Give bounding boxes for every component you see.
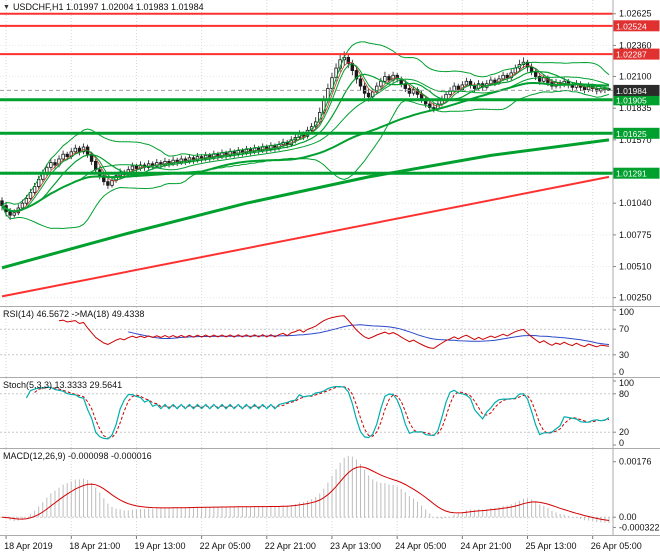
moving-averages	[1, 41, 610, 230]
svg-text:1.02625: 1.02625	[619, 9, 652, 19]
price-axis[interactable]: 1.026251.023601.021001.018351.015701.013…	[612, 0, 660, 306]
svg-text:1.00775: 1.00775	[619, 230, 652, 240]
svg-text:23 Apr 13:00: 23 Apr 13:00	[330, 541, 381, 551]
svg-text:19 Apr 13:00: 19 Apr 13:00	[134, 541, 185, 551]
svg-text:0: 0	[619, 438, 624, 448]
svg-text:18 Apr 21:00: 18 Apr 21:00	[69, 541, 120, 551]
svg-text:1.02360: 1.02360	[619, 40, 652, 50]
price-badge	[613, 48, 660, 60]
svg-text:18 Apr 2019: 18 Apr 2019	[4, 541, 53, 551]
svg-text:0.00176: 0.00176	[619, 457, 652, 467]
price-badge	[613, 127, 660, 139]
price-badge	[613, 167, 660, 179]
chart-title: ▼ USDCHF,H1 1.01997 1.02004 1.01983 1.019…	[3, 2, 204, 13]
main-chart-canvas[interactable]: 1.026251.023601.021001.018351.015701.013…	[0, 0, 660, 306]
macd-label: MACD(12,26,9) -0.000098 -0.000016	[3, 451, 152, 461]
svg-text:1.01570: 1.01570	[619, 135, 652, 145]
svg-text:25 Apr 13:00: 25 Apr 13:00	[526, 541, 577, 551]
svg-text:100: 100	[619, 378, 634, 388]
svg-text:22 Apr 05:00: 22 Apr 05:00	[200, 541, 251, 551]
support-resistance-levels	[0, 12, 613, 298]
stochastic-label: Stoch(5,3,3) 13.3333 29.5641	[3, 380, 123, 390]
svg-text:1.01905: 1.01905	[616, 95, 647, 105]
svg-text:1.01835: 1.01835	[619, 103, 652, 113]
svg-text:30: 30	[619, 350, 629, 360]
macd-histogram	[5, 455, 610, 524]
svg-text:20: 20	[619, 427, 629, 437]
chart-ohlc-text: USDCHF,H1 1.01997 1.02004 1.01983 1.0198…	[12, 2, 204, 12]
time-axis-panel: 18 Apr 2019 18 Apr 21:00 19 Apr 13:00 22 Ap…	[0, 536, 660, 560]
rsi-panel: 100 70 30 0 RSI(14) 46.5672 ->MA(18) 49.433…	[0, 307, 660, 378]
svg-text:24 Apr 05:00: 24 Apr 05:00	[395, 541, 446, 551]
svg-text:80: 80	[619, 389, 629, 399]
rsi-canvas[interactable]: 100 70 30 0	[0, 307, 660, 377]
svg-text:-0.000322: -0.000322	[619, 522, 660, 532]
svg-text:0.00: 0.00	[619, 512, 637, 522]
svg-text:1.01040: 1.01040	[619, 198, 652, 208]
svg-text:1.01291: 1.01291	[616, 169, 647, 179]
svg-text:26 Apr 05:00: 26 Apr 05:00	[591, 541, 642, 551]
price-badge	[613, 94, 660, 106]
symbol-dropdown-icon[interactable]: ▼	[3, 4, 10, 11]
main-grid	[0, 0, 613, 306]
long-term-ma	[1, 138, 610, 270]
svg-text:1.00250: 1.00250	[619, 293, 652, 303]
svg-text:70: 70	[619, 324, 629, 334]
indicator-axis[interactable]: 0.00176 0.00-0.000322	[612, 449, 660, 535]
svg-text:0: 0	[619, 367, 624, 377]
main-price-panel: 1.026251.023601.021001.018351.015701.013…	[0, 0, 660, 307]
svg-text:1.01625: 1.01625	[616, 129, 647, 139]
rsi-label: RSI(14) 46.5672 ->MA(18) 49.4338	[3, 309, 145, 319]
svg-text:1.02100: 1.02100	[619, 72, 652, 82]
macd-canvas[interactable]: 0.00176 0.00-0.000322	[0, 449, 660, 535]
time-axis[interactable]: 18 Apr 2019 18 Apr 21:00 19 Apr 13:00 22 Ap…	[0, 536, 660, 560]
svg-text:1.02287: 1.02287	[616, 50, 647, 60]
macd-panel: 0.00176 0.00 -0.000322 MACD(12,26,9) -0.00…	[0, 449, 660, 536]
svg-text:1.02524: 1.02524	[616, 21, 647, 31]
svg-text:22 Apr 21:00: 22 Apr 21:00	[265, 541, 316, 551]
svg-text:1.00510: 1.00510	[619, 262, 652, 272]
price-badge	[613, 20, 660, 32]
stochastic-panel: 100 80 20 0 Stoch(5,3,3) 13.3333 29.5641	[0, 378, 660, 449]
ascending-trendline	[1, 175, 610, 298]
svg-text:100: 100	[619, 307, 634, 317]
price-badge	[613, 84, 660, 96]
svg-text:24 Apr 21:00: 24 Apr 21:00	[460, 541, 511, 551]
indicator-axis[interactable]: 100 70 30 0	[612, 307, 634, 377]
svg-text:1.01984: 1.01984	[616, 86, 647, 96]
